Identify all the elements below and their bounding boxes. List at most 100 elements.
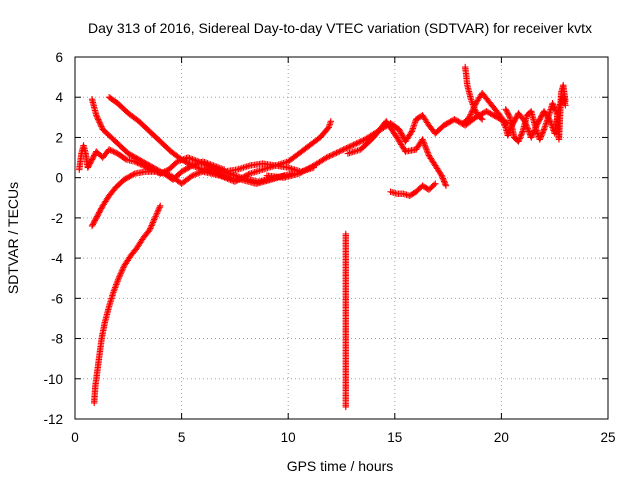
data-point (178, 156, 186, 164)
data-point (147, 165, 154, 173)
data-point (152, 168, 160, 175)
data-point (222, 174, 230, 182)
data-point (518, 129, 526, 137)
data-point (221, 174, 228, 181)
data-point (425, 150, 432, 158)
data-point (466, 112, 474, 120)
data-point (195, 170, 202, 177)
data-point (342, 403, 349, 411)
data-point (341, 145, 349, 153)
data-point (551, 105, 559, 113)
data-point (144, 164, 151, 171)
data-point (146, 226, 153, 234)
data-point (439, 173, 446, 181)
data-point (551, 104, 558, 111)
data-point (518, 131, 525, 138)
data-point (351, 140, 359, 148)
data-point (120, 264, 127, 271)
y-tick-label: 2 (55, 130, 63, 145)
data-point (234, 177, 241, 184)
data-point (327, 152, 335, 159)
data-point (192, 163, 199, 170)
data-point (419, 136, 426, 143)
data-point (245, 171, 252, 178)
data-point (138, 161, 146, 169)
data-point (198, 159, 205, 167)
data-point (297, 169, 304, 177)
data-point (114, 276, 122, 283)
data-point (298, 168, 305, 176)
data-point (347, 142, 354, 150)
data-point (348, 142, 356, 149)
data-point (238, 174, 245, 182)
data-point (233, 177, 240, 185)
data-point (562, 98, 569, 105)
data-point (132, 159, 140, 166)
data-point (441, 179, 448, 187)
x-tick-label: 20 (494, 430, 509, 445)
data-point (187, 161, 195, 169)
data-point (549, 101, 557, 108)
data-point (110, 287, 118, 294)
data-point (116, 272, 124, 279)
data-point (357, 138, 364, 145)
data-point (94, 114, 101, 122)
data-point (121, 155, 129, 162)
data-point (540, 127, 547, 135)
data-point (202, 161, 209, 169)
data-point (421, 142, 429, 149)
data-point (181, 155, 189, 162)
data-point (344, 144, 352, 151)
data-point (201, 161, 208, 168)
data-point (419, 137, 427, 145)
data-point (549, 100, 556, 107)
data-point (225, 176, 233, 183)
data-point (529, 131, 536, 138)
data-point (111, 284, 119, 291)
data-point (115, 275, 122, 282)
data-point (329, 151, 336, 159)
data-point (166, 171, 173, 179)
data-point (333, 149, 340, 157)
data-point (323, 154, 330, 161)
data-point (420, 139, 427, 146)
data-point (237, 175, 244, 182)
data-point (498, 115, 506, 122)
data-point (528, 134, 535, 141)
data-point (107, 146, 114, 154)
data-point (175, 157, 183, 165)
data-point (334, 148, 342, 156)
data-point (339, 146, 346, 154)
data-point (219, 173, 227, 181)
data-point (95, 117, 103, 125)
data-point (354, 139, 362, 147)
data-point (112, 282, 119, 290)
y-tick-label: -6 (51, 291, 63, 306)
data-point (184, 154, 192, 161)
data-point (536, 136, 543, 143)
data-point (501, 121, 508, 128)
data-point (301, 167, 308, 174)
data-point (423, 147, 431, 155)
data-point (468, 109, 475, 117)
data-point (499, 117, 506, 124)
y-tick-label: -8 (51, 332, 63, 347)
data-point (356, 138, 363, 146)
data-point (243, 171, 251, 179)
data-point (501, 122, 509, 130)
data-point (504, 132, 511, 139)
data-point (241, 173, 248, 180)
data-point (186, 154, 193, 162)
data-point (324, 153, 332, 161)
data-point (235, 176, 243, 183)
data-point (326, 153, 333, 160)
data-point (477, 115, 485, 122)
data-point (130, 171, 137, 178)
plot-frame (74, 56, 609, 420)
data-point (539, 130, 546, 137)
data-point (537, 133, 545, 140)
data-point (227, 176, 234, 184)
data-point (189, 162, 196, 169)
data-point (302, 166, 309, 174)
